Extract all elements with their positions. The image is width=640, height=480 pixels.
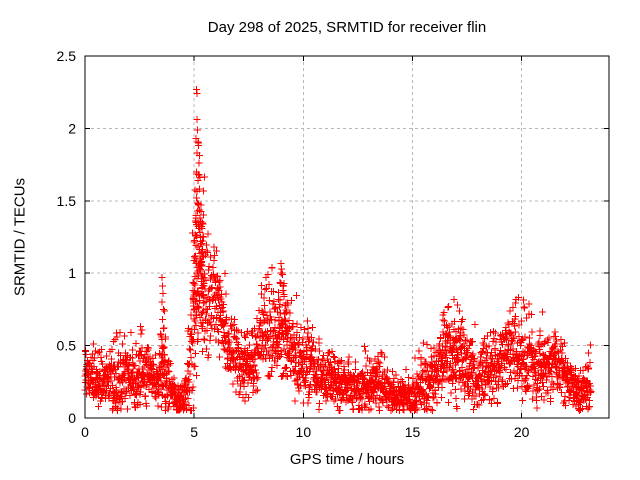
plot-border bbox=[84, 55, 610, 419]
x-axis-label: GPS time / hours bbox=[289, 451, 405, 468]
x-tick-label: 15 bbox=[405, 424, 421, 440]
y-axis-label: SRMTID / TECUs bbox=[11, 177, 29, 297]
y-tick-label: 2 bbox=[68, 120, 76, 136]
y-tick-label: 1.5 bbox=[57, 193, 77, 209]
y-tick-label: 0 bbox=[68, 410, 76, 426]
x-tick-label: 20 bbox=[514, 424, 530, 440]
chart-title: Day 298 of 2025, SRMTID for receiver fli… bbox=[207, 19, 487, 36]
y-tick-label: 2.5 bbox=[57, 48, 77, 64]
y-tick-label: 0.5 bbox=[57, 338, 77, 354]
x-tick-label: 5 bbox=[190, 424, 198, 440]
x-tick-label: 0 bbox=[81, 424, 89, 440]
x-tick-label: 10 bbox=[296, 424, 312, 440]
data-points bbox=[81, 85, 595, 415]
y-tick-label: 1 bbox=[68, 265, 76, 281]
